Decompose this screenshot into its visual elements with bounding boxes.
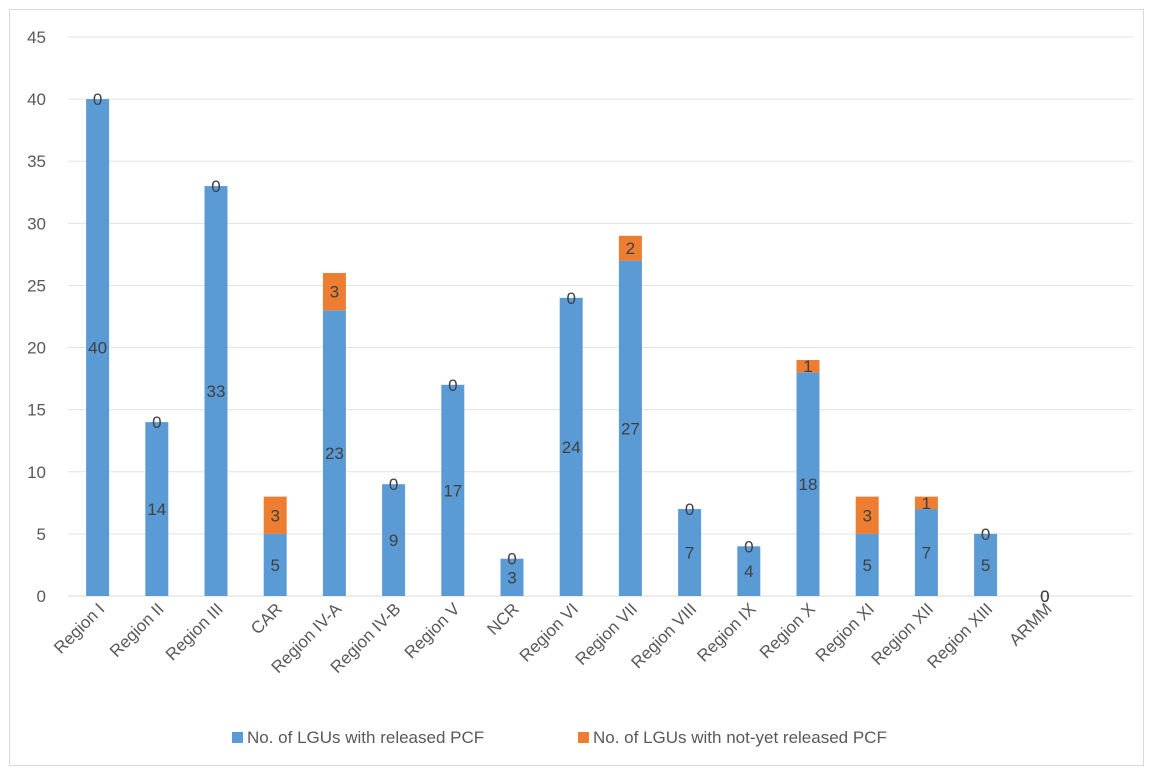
data-label-released: 17 [443, 481, 462, 500]
legend-swatch-not-yet-released [578, 732, 589, 743]
data-label-released: 14 [147, 500, 166, 519]
bar-released [86, 99, 110, 596]
data-label-not-yet-released: 0 [507, 550, 516, 569]
data-label-not-yet-released: 0 [744, 537, 753, 556]
x-tick-label: Region III [162, 599, 227, 664]
data-label-released: 33 [207, 382, 226, 401]
y-tick-label: 20 [27, 339, 46, 358]
data-label-released: 7 [922, 544, 931, 563]
legend-label-not-yet-released: No. of LGUs with not-yet released PCF [593, 728, 887, 747]
bar-not-yet-released [322, 273, 346, 311]
bar-released [145, 422, 169, 596]
y-tick-label: 35 [27, 152, 46, 171]
y-tick-label: 45 [27, 28, 46, 47]
bar-released [559, 297, 583, 596]
bar-released [500, 558, 524, 596]
x-tick-label: Region V [401, 599, 464, 662]
y-tick-label: 10 [27, 463, 46, 482]
bar-released [204, 186, 228, 597]
data-label-not-yet-released: 0 [566, 289, 575, 308]
bar-not-yet-released [796, 359, 820, 373]
data-label-not-yet-released: 0 [211, 177, 220, 196]
y-tick-label: 30 [27, 214, 46, 233]
x-tick-label: ARMM [1005, 599, 1055, 649]
bar-not-yet-released [855, 496, 879, 534]
bar-released [618, 260, 642, 596]
data-label-not-yet-released: 0 [152, 413, 161, 432]
bar-released [263, 533, 287, 596]
data-label-not-yet-released: 3 [862, 506, 871, 525]
data-label-not-yet-released: 3 [270, 506, 279, 525]
bar-not-yet-released [914, 496, 938, 510]
y-axis-ticks: 0 5 10 15 20 25 30 35 40 45 [27, 28, 46, 606]
data-label-not-yet-released: 0 [1040, 587, 1049, 606]
bar-released [322, 310, 346, 596]
data-label-released: 24 [562, 438, 581, 457]
x-tick-label: Region I [50, 599, 108, 657]
x-tick-label: Region II [106, 599, 168, 661]
data-label-released: 18 [799, 475, 818, 494]
x-tick-label: Region X [756, 599, 819, 662]
data-label-not-yet-released: 0 [685, 500, 694, 519]
bar-released [737, 546, 761, 596]
data-label-released: 23 [325, 444, 344, 463]
data-label-not-yet-released: 0 [93, 90, 102, 109]
y-tick-label: 25 [27, 276, 46, 295]
legend-swatch-released [232, 732, 243, 743]
data-label-released: 7 [685, 544, 694, 563]
gridlines [68, 36, 1133, 597]
bar-released [441, 384, 465, 596]
bar-not-yet-released [263, 496, 287, 534]
legend-label-released: No. of LGUs with released PCF [247, 728, 484, 747]
bar-not-yet-released [618, 235, 642, 261]
data-label-not-yet-released: 1 [922, 494, 931, 513]
data-label-released: 9 [389, 531, 398, 550]
data-label-released: 3 [507, 568, 516, 587]
data-label-not-yet-released: 3 [330, 283, 339, 302]
data-label-released: 5 [270, 556, 279, 575]
y-tick-label: 0 [37, 587, 46, 606]
bar-released [678, 509, 702, 596]
bar-released [974, 533, 998, 596]
x-tick-label: Region IX [693, 599, 759, 665]
bar-released [855, 533, 879, 596]
bar-released [382, 484, 406, 596]
data-label-not-yet-released: 2 [626, 239, 635, 258]
data-label-not-yet-released: 0 [981, 525, 990, 544]
bars [86, 99, 998, 597]
y-tick-label: 15 [27, 401, 46, 420]
data-label-not-yet-released: 1 [803, 357, 812, 376]
data-label-released: 0 [1040, 587, 1049, 606]
bar-released [796, 372, 820, 596]
data-label-not-yet-released: 0 [389, 475, 398, 494]
bar-released [914, 509, 938, 596]
y-tick-label: 5 [37, 525, 46, 544]
x-tick-label: CAR [247, 599, 286, 638]
data-label-released: 5 [981, 556, 990, 575]
data-label-released: 5 [862, 556, 871, 575]
legend: No. of LGUs with released PCF No. of LGUs… [232, 728, 887, 747]
data-label-not-yet-released: 0 [448, 376, 457, 395]
data-label-released: 40 [88, 339, 107, 358]
y-tick-label: 40 [27, 90, 46, 109]
data-label-released: 27 [621, 419, 640, 438]
x-tick-label: NCR [483, 599, 522, 638]
data-label-released: 4 [744, 562, 753, 581]
